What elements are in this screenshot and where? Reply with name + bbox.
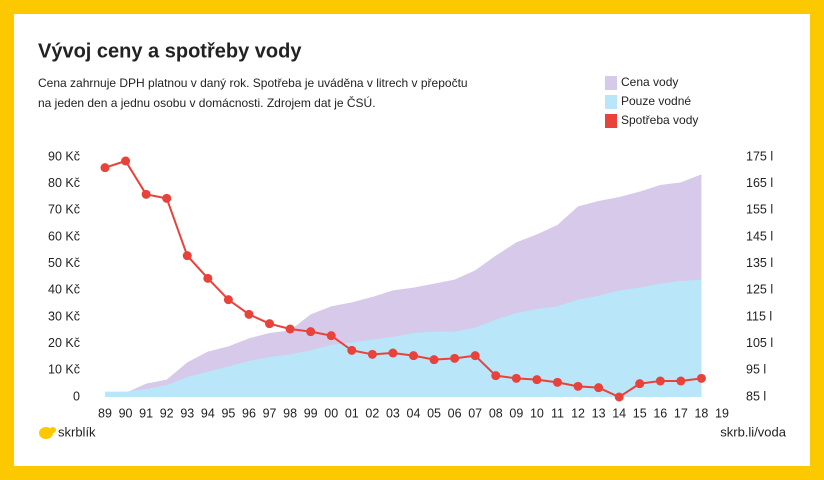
x-tick-label: 11: [551, 406, 564, 420]
x-tick-label: 93: [180, 406, 194, 420]
y-tick-label: 20 Kč: [48, 336, 80, 350]
x-tick-label: 96: [242, 406, 256, 420]
pig-icon: [39, 427, 56, 439]
legend-label: Cena vody: [621, 75, 678, 89]
subtitle: na jeden den a jednu osobu v domácnosti.…: [38, 95, 376, 110]
x-tick-label: 13: [592, 406, 606, 420]
point: [100, 163, 110, 173]
area: [105, 279, 702, 397]
legend-label: Pouze vodné: [621, 94, 691, 108]
legend-swatch: [605, 76, 617, 90]
point: [470, 351, 480, 361]
y-tick-label: 30 Kč: [48, 309, 80, 323]
point: [409, 351, 418, 361]
x-tick-label: 19: [715, 406, 729, 420]
x-tick-label: 14: [612, 406, 626, 420]
point: [162, 193, 172, 203]
y-tick-label: 70 Kč: [48, 203, 80, 217]
x-tick-label: 97: [263, 406, 277, 420]
point: [655, 376, 665, 386]
y2-tick-label: 125 l: [746, 283, 773, 297]
y-tick-label: 90 Kč: [48, 149, 80, 163]
url: skrb.li/voda: [720, 424, 787, 439]
x-tick-label: 98: [283, 406, 297, 420]
y2-tick-label: 165 l: [746, 176, 773, 190]
y-tick-label: 40 Kč: [48, 283, 80, 297]
x-tick-label: 12: [571, 406, 585, 420]
x-tick-label: 07: [468, 406, 482, 420]
point: [552, 377, 562, 387]
point: [203, 273, 213, 283]
y-tick-label: 10 Kč: [48, 363, 80, 377]
y2-tick-label: 135 l: [746, 256, 773, 270]
chart-title: Vývoj ceny a spotřeby vody: [38, 40, 302, 62]
x-tick-label: 08: [489, 406, 503, 420]
x-tick-label: 92: [160, 406, 174, 420]
point: [285, 324, 295, 334]
point: [223, 295, 233, 305]
x-tick-label: 16: [653, 406, 667, 420]
x-tick-label: 03: [386, 406, 400, 420]
y-tick-label: 60 Kč: [48, 229, 80, 243]
y2-tick-label: 105 l: [746, 336, 773, 350]
y-tick-label: 80 Kč: [48, 176, 80, 190]
x-tick-label: 10: [530, 406, 544, 420]
x-tick-label: 15: [633, 406, 647, 420]
y2-tick-label: 85 l: [746, 389, 766, 403]
x-tick-label: 02: [365, 406, 379, 420]
point: [121, 156, 131, 166]
point: [676, 376, 686, 386]
point: [347, 345, 357, 355]
x-tick-label: 05: [427, 406, 441, 420]
point: [367, 349, 377, 359]
y2-tick-label: 175 l: [746, 149, 773, 163]
y2-tick-label: 145 l: [746, 229, 773, 243]
x-tick-label: 90: [119, 406, 133, 420]
y2-tick-label: 95 l: [746, 363, 766, 377]
point: [388, 348, 398, 358]
point: [573, 381, 583, 391]
x-tick-label: 99: [304, 406, 318, 420]
x-tick-label: 18: [694, 406, 708, 420]
x-tick-label: 04: [407, 406, 421, 420]
x-tick-label: 09: [509, 406, 523, 420]
point: [326, 331, 336, 341]
legend-swatch: [605, 114, 617, 128]
y2-tick-label: 115 l: [746, 309, 772, 323]
y-tick-label: 50 Kč: [48, 256, 80, 270]
point: [306, 327, 316, 337]
y2-tick-label: 155 l: [746, 203, 773, 217]
x-tick-label: 17: [674, 406, 688, 420]
point: [244, 309, 254, 319]
x-tick-label: 00: [324, 406, 338, 420]
point: [182, 251, 192, 261]
point: [594, 383, 604, 393]
point: [141, 189, 151, 199]
x-tick-label: 06: [448, 406, 462, 420]
x-tick-label: 91: [139, 406, 153, 420]
legend-label: Spotřeba vody: [621, 113, 698, 127]
x-tick-label: 95: [221, 406, 235, 420]
point: [491, 371, 501, 381]
point: [696, 373, 706, 383]
brand: skrblík: [58, 424, 96, 439]
x-tick-label: 89: [98, 406, 112, 420]
point: [614, 392, 624, 402]
point: [511, 373, 521, 383]
subtitle: Cena zahrnuje DPH platnou v daný rok. Sp…: [38, 76, 468, 90]
x-tick-label: 01: [345, 406, 359, 420]
x-tick-label: 94: [201, 406, 215, 420]
legend-swatch: [605, 95, 617, 109]
point: [635, 379, 645, 389]
y-tick-label: 0: [73, 389, 80, 403]
point: [532, 375, 542, 385]
point: [429, 355, 439, 365]
point: [265, 319, 275, 329]
point: [450, 353, 460, 363]
